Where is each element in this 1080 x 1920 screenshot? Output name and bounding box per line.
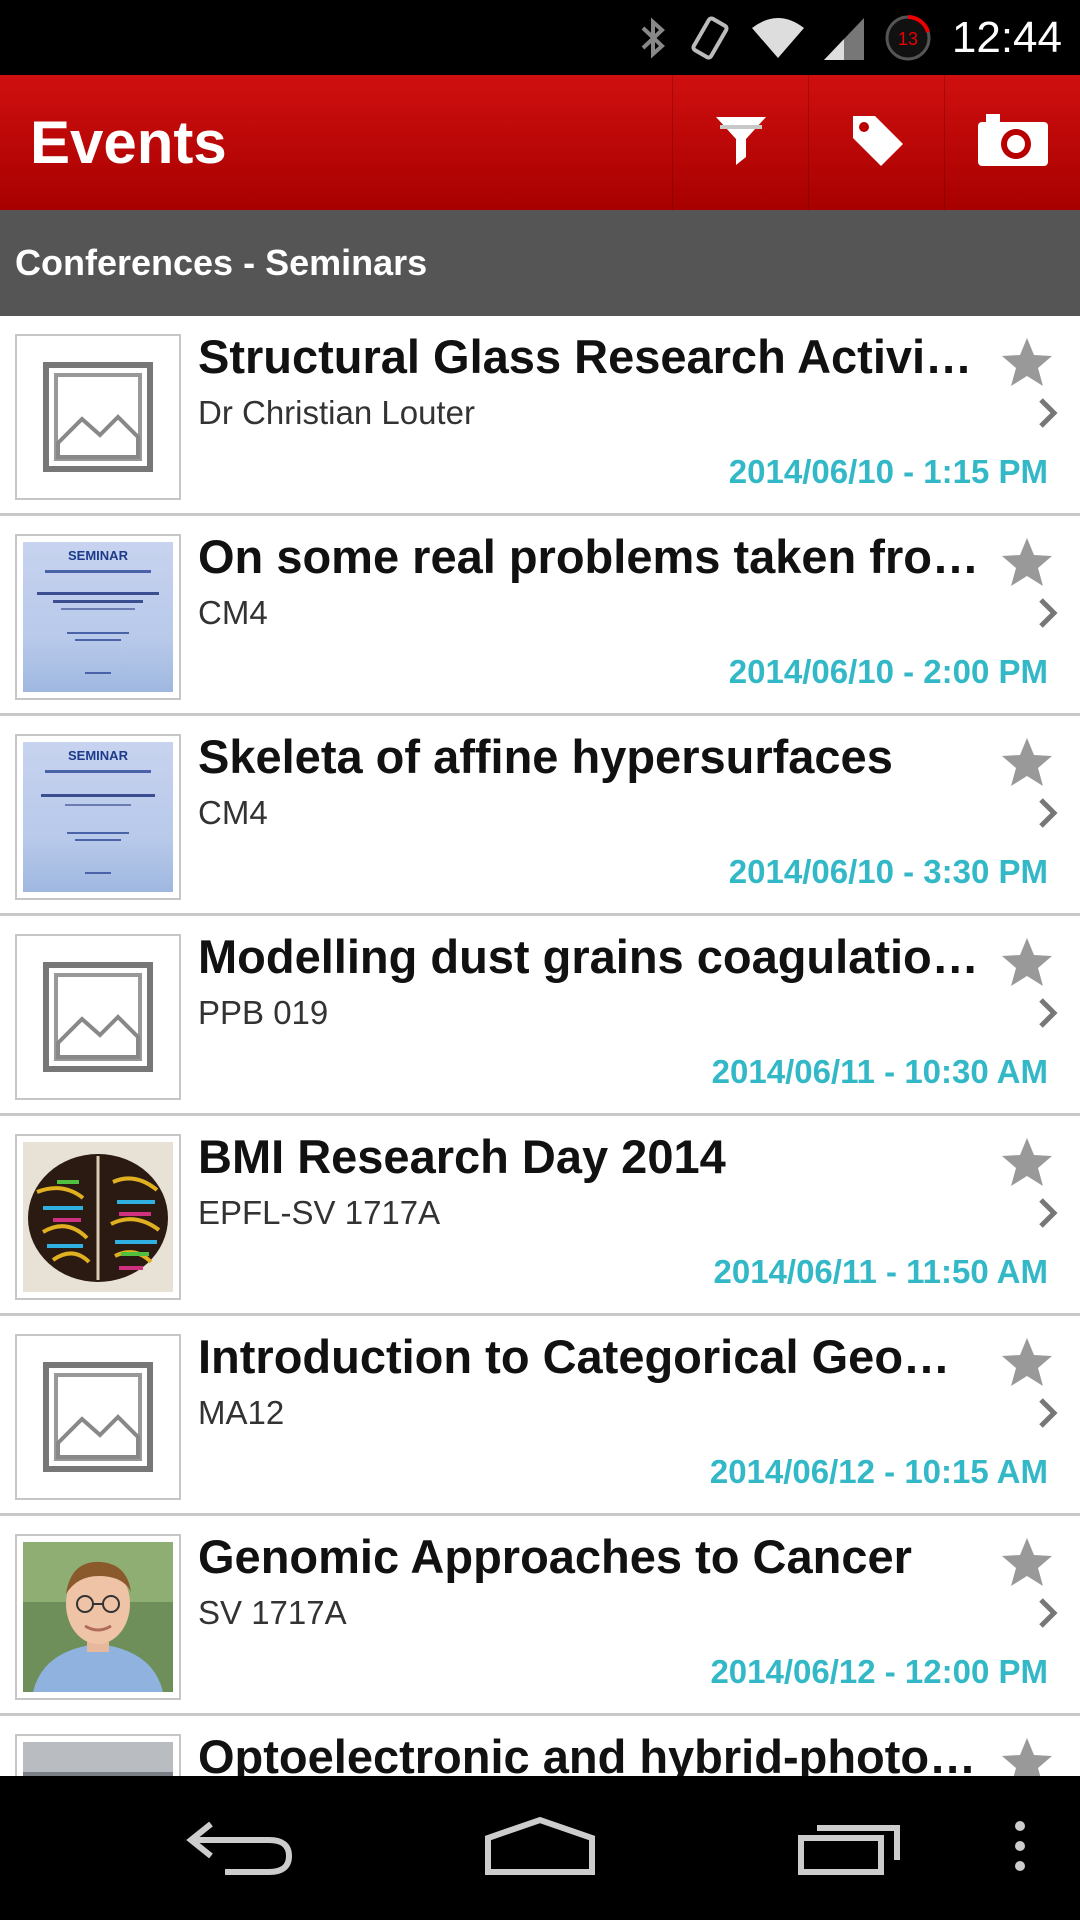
back-icon (185, 1816, 295, 1881)
event-row[interactable]: Modelling dust grains coagulatio… PPB 01… (0, 916, 1080, 1116)
bluetooth-icon (638, 16, 668, 60)
app-bar: Events (0, 75, 1080, 210)
recents-button[interactable] (770, 1776, 930, 1920)
event-title: Introduction to Categorical Geom… (198, 1330, 983, 1383)
event-datetime: 2014/06/10 - 2:00 PM (728, 653, 1048, 690)
event-location: MA12 (198, 1394, 285, 1431)
star-icon[interactable] (1000, 1136, 1054, 1193)
speaker-photo-thumbnail (15, 1534, 181, 1700)
event-title: Modelling dust grains coagulatio… (198, 930, 979, 983)
image-placeholder-icon (15, 334, 181, 500)
svg-text:13: 13 (898, 29, 918, 49)
event-datetime: 2014/06/11 - 10:30 AM (711, 1053, 1048, 1090)
event-title: On some real problems taken fro… (198, 530, 979, 583)
category-header[interactable]: Conferences - Seminars (0, 210, 1080, 316)
chevron-right-icon (1037, 996, 1059, 1035)
recents-icon (797, 1816, 903, 1881)
chevron-right-icon (1037, 1196, 1059, 1235)
chevron-right-icon (1037, 596, 1059, 635)
svg-text:SEMINAR: SEMINAR (68, 748, 129, 763)
event-datetime: 2014/06/10 - 1:15 PM (728, 453, 1048, 490)
event-title: Skeleta of affine hypersurfaces (198, 730, 893, 783)
event-datetime: 2014/06/11 - 11:50 AM (713, 1253, 1048, 1290)
event-location: SV 1717A (198, 1594, 347, 1631)
camera-icon (976, 112, 1050, 173)
event-title: Genomic Approaches to Cancer (198, 1530, 912, 1583)
event-title: BMI Research Day 2014 (198, 1130, 726, 1183)
event-location: PPB 019 (198, 994, 329, 1031)
event-row[interactable]: Introduction to Categorical Geom… MA12 2… (0, 1316, 1080, 1516)
star-icon[interactable] (1000, 936, 1054, 993)
overflow-menu-button[interactable] (990, 1776, 1050, 1920)
clock: 12:44 (951, 12, 1062, 62)
event-row[interactable]: Genomic Approaches to Cancer SV 1717A 20… (0, 1516, 1080, 1716)
event-photo-thumbnail (15, 1734, 181, 1776)
signal-icon (823, 16, 864, 60)
filter-button[interactable] (672, 75, 808, 210)
category-label: Conferences - Seminars (15, 242, 428, 283)
menu-icon (1013, 1820, 1027, 1877)
home-icon (484, 1816, 596, 1881)
star-icon[interactable] (1000, 536, 1054, 593)
star-icon[interactable] (1000, 1536, 1054, 1593)
star-icon[interactable] (1000, 1336, 1054, 1393)
star-icon[interactable] (1000, 336, 1054, 393)
event-location: EPFL-SV 1717A (198, 1194, 441, 1231)
event-poster-thumbnail: SEMINAR (15, 534, 181, 700)
home-button[interactable] (460, 1776, 620, 1920)
event-row[interactable]: SEMINAR On some real problems taken fro…… (0, 516, 1080, 716)
image-placeholder-icon (15, 1334, 181, 1500)
wifi-icon (751, 16, 804, 60)
event-list[interactable]: Structural Glass Research Activiti… Dr C… (0, 316, 1080, 1776)
event-location: CM4 (198, 594, 268, 631)
status-bar: 13 12:44 (0, 0, 1080, 75)
event-row[interactable]: BMI Research Day 2014 EPFL-SV 1717A 2014… (0, 1116, 1080, 1316)
back-button[interactable] (160, 1776, 320, 1920)
chevron-right-icon (1037, 796, 1059, 835)
event-location: Dr Christian Louter (198, 394, 475, 431)
camera-button[interactable] (944, 75, 1080, 210)
chevron-right-icon (1037, 396, 1059, 435)
event-poster-thumbnail: SEMINAR (15, 734, 181, 900)
navigation-bar (0, 1776, 1080, 1920)
svg-text:SEMINAR: SEMINAR (68, 548, 129, 563)
chevron-right-icon (1037, 1396, 1059, 1435)
event-row[interactable]: SEMINAR Skeleta of affine hypersurfaces … (0, 716, 1080, 916)
star-icon[interactable] (1000, 1736, 1054, 1776)
tag-button[interactable] (808, 75, 944, 210)
event-datetime: 2014/06/12 - 10:15 AM (709, 1453, 1048, 1490)
chevron-right-icon (1037, 1596, 1059, 1635)
event-location: CM4 (198, 794, 268, 831)
star-icon[interactable] (1000, 736, 1054, 793)
notification-badge-icon: 13 (884, 14, 932, 62)
filter-icon (714, 113, 768, 172)
event-title: Optoelectronic and hybrid-photov… (198, 1730, 983, 1776)
brain-thumbnail (15, 1134, 181, 1300)
tag-icon (849, 112, 905, 173)
vibrate-icon (688, 14, 732, 62)
event-row[interactable]: Optoelectronic and hybrid-photov… (0, 1716, 1080, 1776)
event-row[interactable]: Structural Glass Research Activiti… Dr C… (0, 316, 1080, 516)
event-datetime: 2014/06/10 - 3:30 PM (728, 853, 1048, 890)
event-title: Structural Glass Research Activiti… (198, 330, 983, 383)
page-title: Events (30, 109, 227, 176)
image-placeholder-icon (15, 934, 181, 1100)
event-datetime: 2014/06/12 - 12:00 PM (710, 1653, 1048, 1690)
